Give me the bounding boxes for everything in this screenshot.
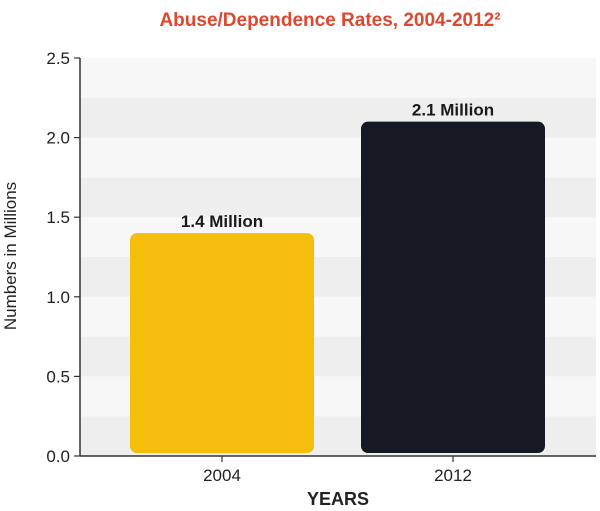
bar-labels-group: 1.4 Million 2.1 Million (181, 101, 494, 231)
bars-group (130, 121, 545, 454)
x-tick-label: 2012 (434, 466, 472, 485)
y-tick-label: 2.0 (46, 129, 70, 148)
x-axis-label: YEARS (307, 489, 369, 509)
y-tick-label: 1.5 (46, 208, 70, 227)
x-ticks-group: 2004 2012 (203, 456, 472, 485)
y-tick-label: 0.0 (46, 447, 70, 466)
chart-title: Abuse/Dependence Rates, 2004-2012² (159, 10, 500, 31)
bar-2012 (361, 121, 545, 454)
x-tick-label: 2004 (203, 466, 241, 485)
bar-value-label: 2.1 Million (412, 101, 494, 120)
y-tick-label: 1.0 (46, 288, 70, 307)
y-axis-label: Numbers in Millions (1, 182, 20, 330)
y-tick-label: 2.5 (46, 49, 70, 68)
bar-2004 (130, 233, 314, 453)
y-ticks-group: 0.0 0.5 1.0 1.5 2.0 2.5 (46, 49, 80, 466)
bar-value-label: 1.4 Million (181, 212, 263, 231)
grid-band (80, 58, 596, 98)
y-tick-label: 0.5 (46, 367, 70, 386)
